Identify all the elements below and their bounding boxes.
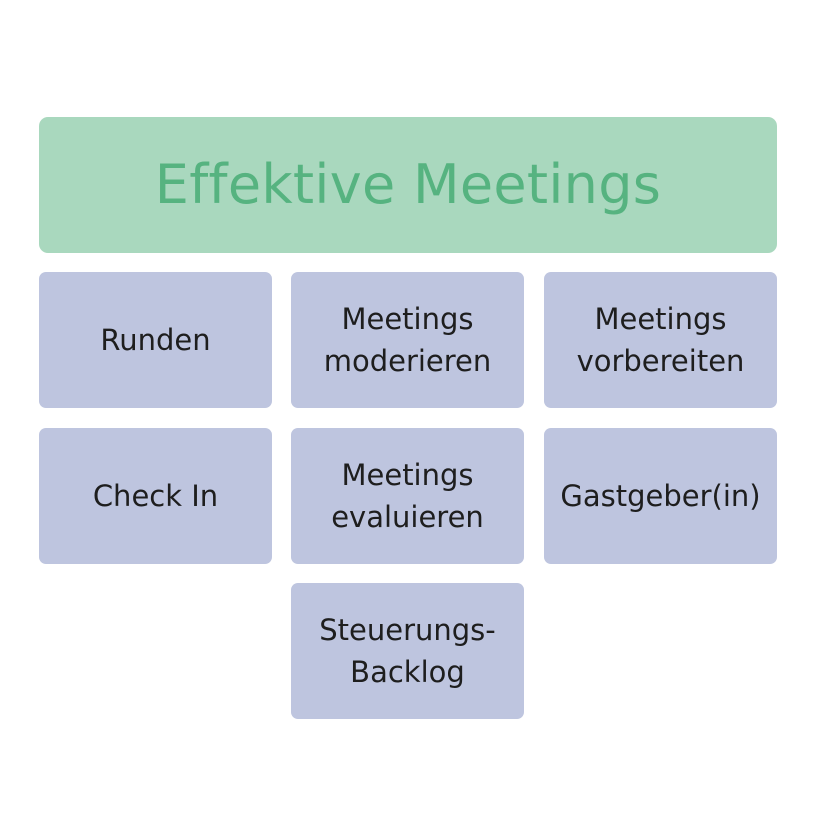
tile-meetings-moderieren: Meetings moderieren bbox=[291, 272, 524, 408]
tile-check-in: Check In bbox=[39, 428, 272, 564]
tile-gastgeber: Gastgeber(in) bbox=[544, 428, 777, 564]
diagram-title: Effektive Meetings bbox=[154, 153, 662, 216]
tile-label: Gastgeber(in) bbox=[560, 479, 761, 513]
tile-steuerungs-backlog: Steuerungs- Backlog bbox=[291, 583, 524, 719]
tile-label: Runden bbox=[100, 323, 211, 357]
tile-meetings-evaluieren: Meetings evaluieren bbox=[291, 428, 524, 564]
title-banner: Effektive Meetings bbox=[39, 117, 777, 253]
tile-label: Meetings moderieren bbox=[323, 302, 492, 378]
tile-label: Meetings vorbereiten bbox=[576, 302, 745, 378]
tile-label: Check In bbox=[92, 479, 219, 513]
tile-runden: Runden bbox=[39, 272, 272, 408]
tile-meetings-vorbereiten: Meetings vorbereiten bbox=[544, 272, 777, 408]
tile-label: Steuerungs- Backlog bbox=[319, 613, 496, 689]
tile-label: Meetings evaluieren bbox=[331, 458, 484, 534]
